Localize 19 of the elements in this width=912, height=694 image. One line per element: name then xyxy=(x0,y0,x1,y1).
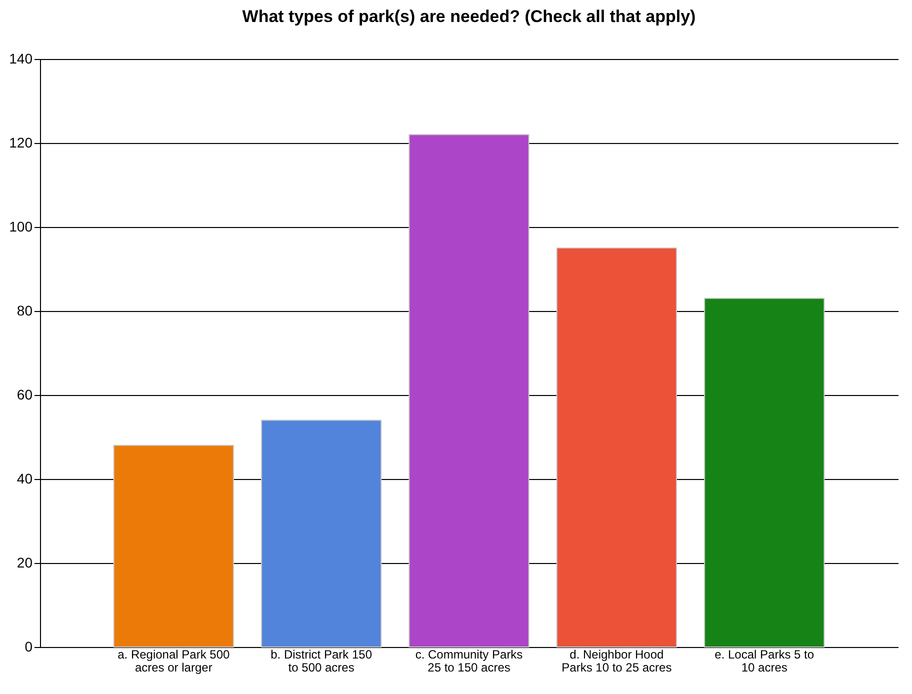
y-tick-label: 40 xyxy=(16,470,33,486)
bar xyxy=(704,298,825,648)
y-tick-label: 80 xyxy=(16,302,33,318)
bar xyxy=(408,134,530,648)
x-tick-label: c. Community Parks 25 to 150 acres xyxy=(415,648,523,674)
bar xyxy=(113,444,234,648)
chart-title: What types of park(s) are needed? (Check all that apply) xyxy=(242,7,696,26)
y-tick-label: 140 xyxy=(9,50,33,66)
x-tick-label: b. District Park 150 to 500 acres xyxy=(270,648,372,674)
y-tick-label: 0 xyxy=(24,638,33,654)
x-tick-label: e. Local Parks 5 to 10 acres xyxy=(714,648,814,674)
bar xyxy=(556,248,677,648)
x-tick-label: a. Regional Park 500 acres or larger xyxy=(118,648,230,674)
y-tick-label: 120 xyxy=(9,134,33,150)
y-tick-label: 60 xyxy=(16,386,33,402)
x-tick-label: d. Neighbor Hood Parks 10 to 25 acres xyxy=(562,648,672,674)
bar xyxy=(261,420,382,648)
y-tick-label: 20 xyxy=(16,554,33,570)
y-tick-label: 100 xyxy=(9,218,33,234)
